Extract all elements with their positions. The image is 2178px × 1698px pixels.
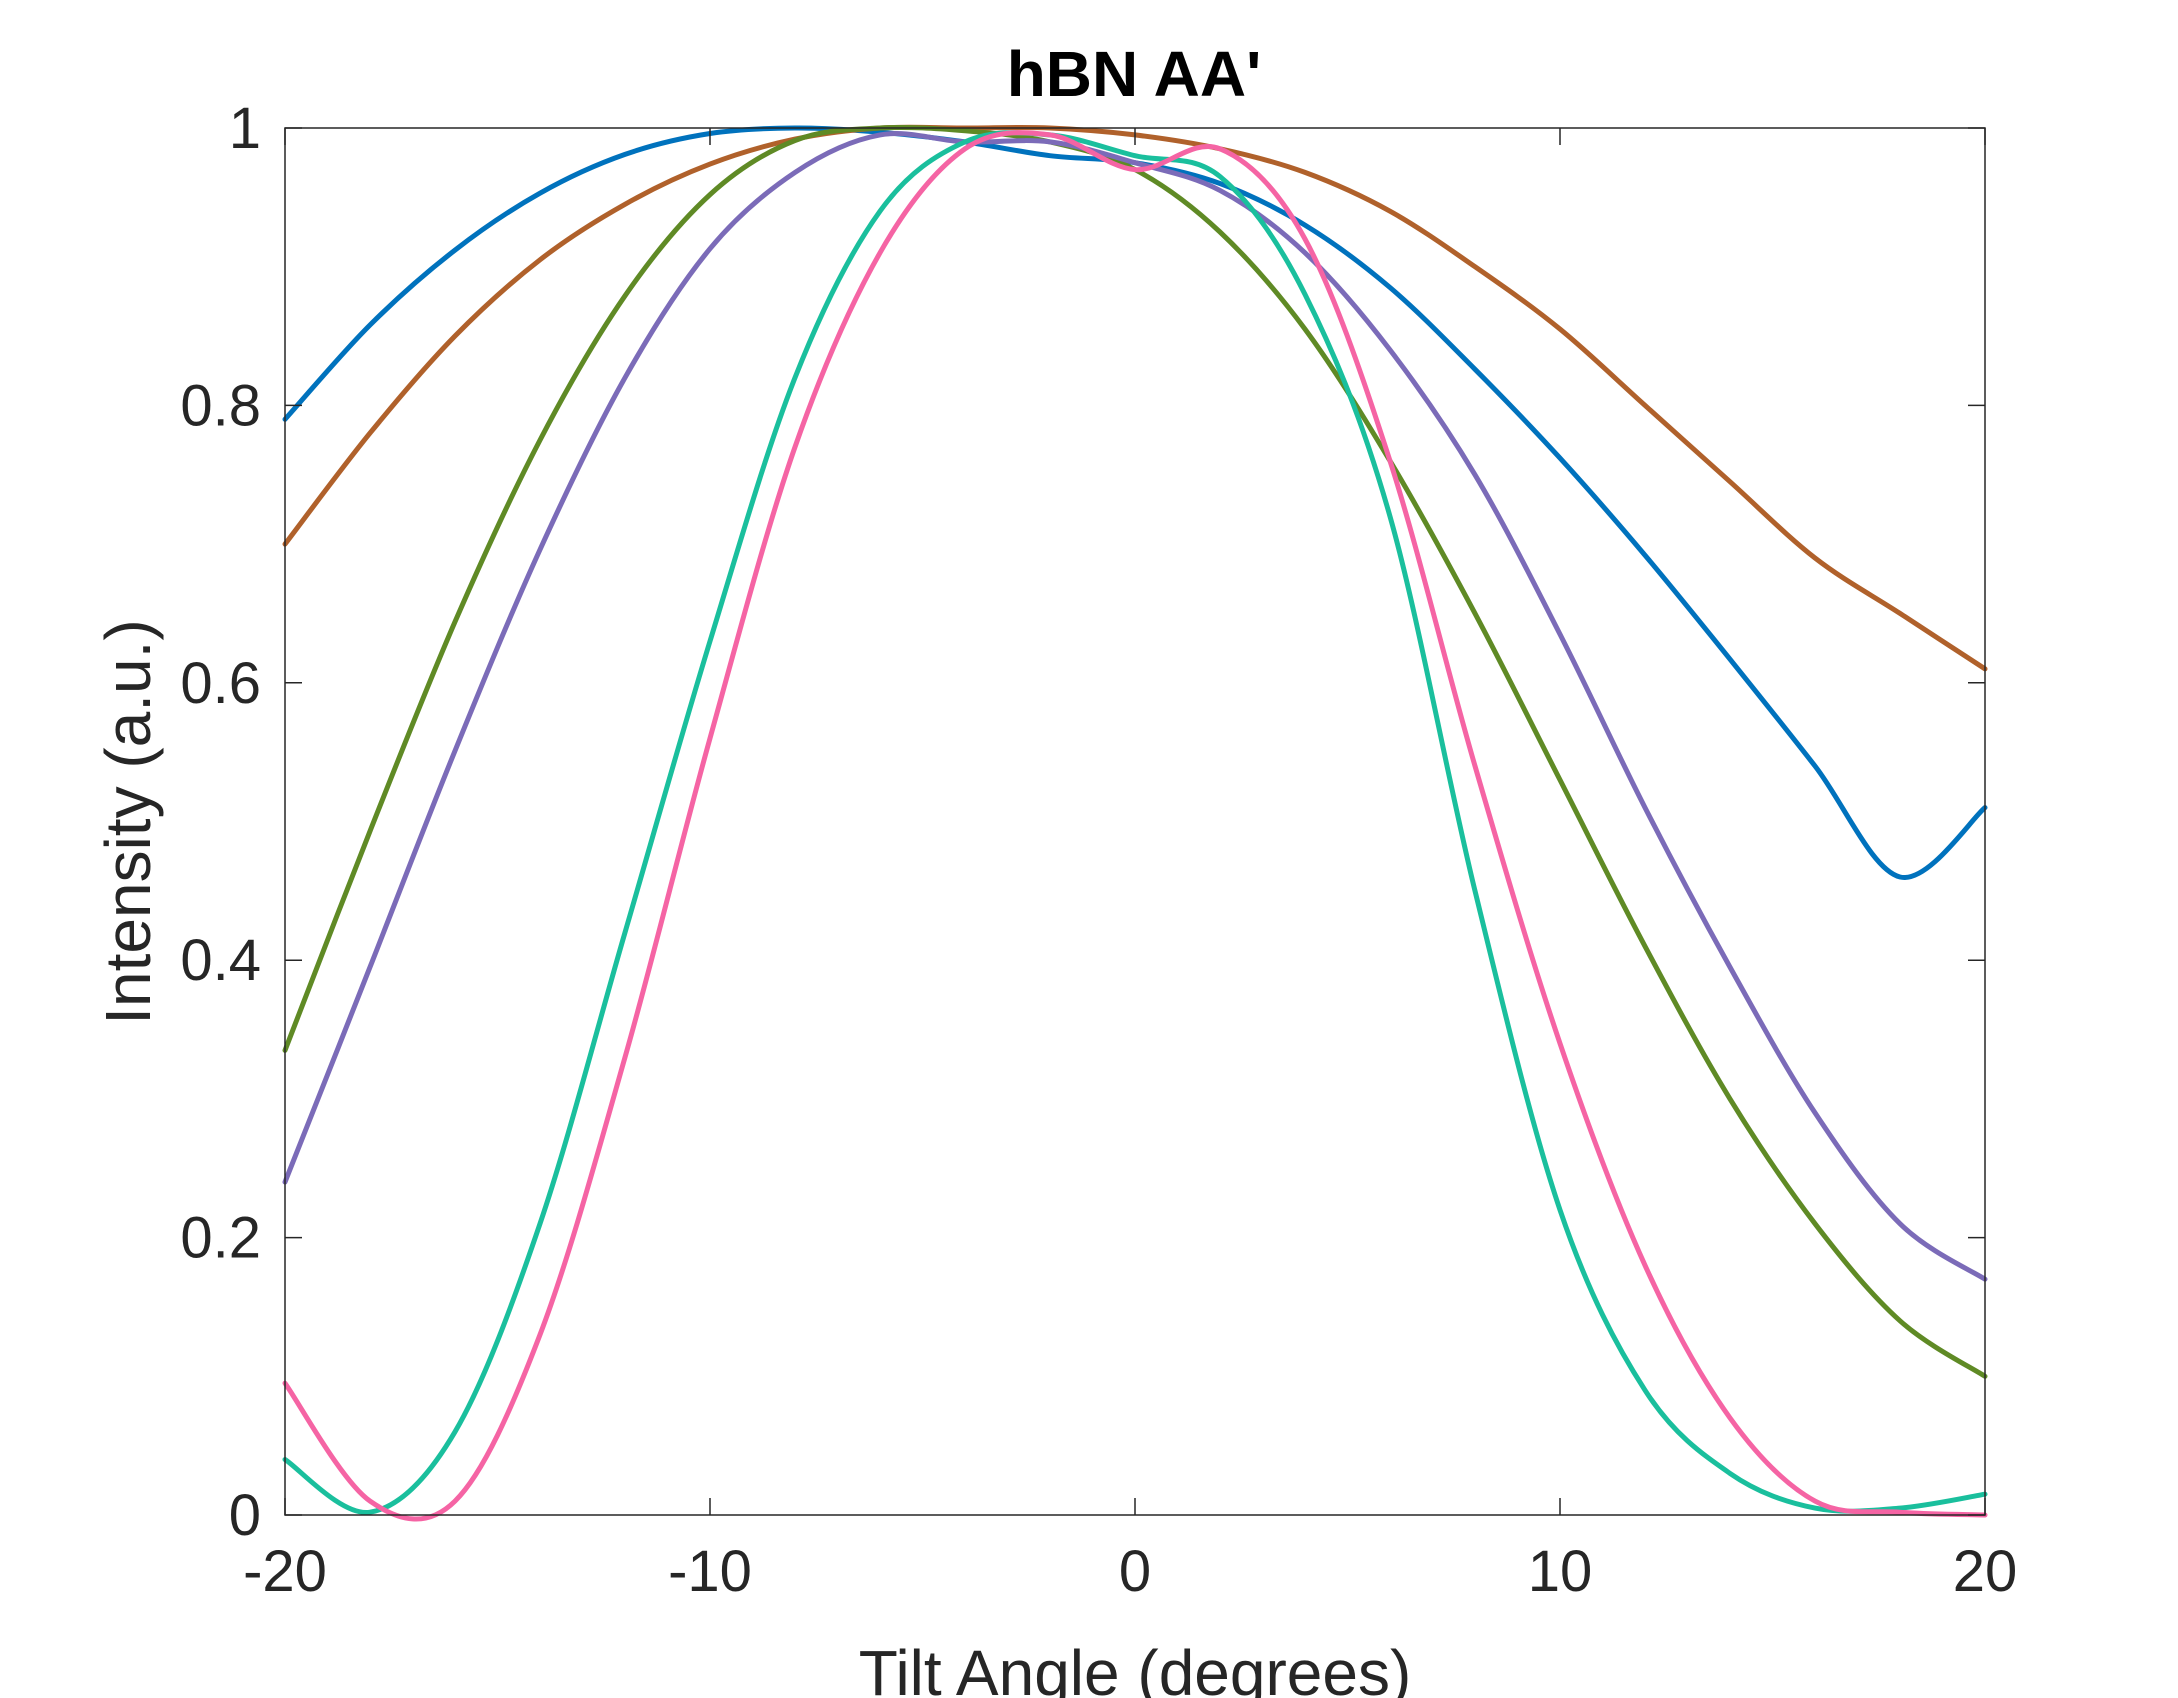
x-tick-label: 20	[1953, 1539, 2018, 1604]
y-tick-label: 1	[229, 96, 261, 161]
x-tick-label: 10	[1528, 1539, 1593, 1604]
y-tick-label: 0.8	[180, 373, 261, 438]
y-tick-label: 0.6	[180, 651, 261, 716]
series-line-2	[282, 124, 1988, 672]
x-tick-label: -10	[668, 1539, 752, 1604]
chart-title: hBN AA'	[1007, 38, 1262, 110]
plot-area-box	[284, 127, 1986, 1516]
series-line-6	[282, 130, 1988, 1522]
y-tick-label: 0.2	[180, 1206, 261, 1271]
series-layer	[282, 124, 1988, 1522]
y-axis-label: Intensity (a.u.)	[92, 619, 164, 1025]
x-tick-label: -20	[243, 1539, 327, 1604]
series-line-4	[282, 131, 1988, 1282]
series-line-5	[282, 130, 1988, 1515]
x-tick-label: 0	[1119, 1539, 1151, 1604]
x-axis-label: Tilt Angle (degrees)	[859, 1637, 1412, 1698]
y-tick-label: 0	[229, 1483, 261, 1548]
y-tick-label: 0.4	[180, 928, 261, 993]
series-line-1	[282, 125, 1988, 880]
series-line-3	[282, 124, 1988, 1379]
tick-layer: -20 -10 0 10 20 0 0.2 0.4 0.6 0.8 1	[180, 96, 2017, 1604]
